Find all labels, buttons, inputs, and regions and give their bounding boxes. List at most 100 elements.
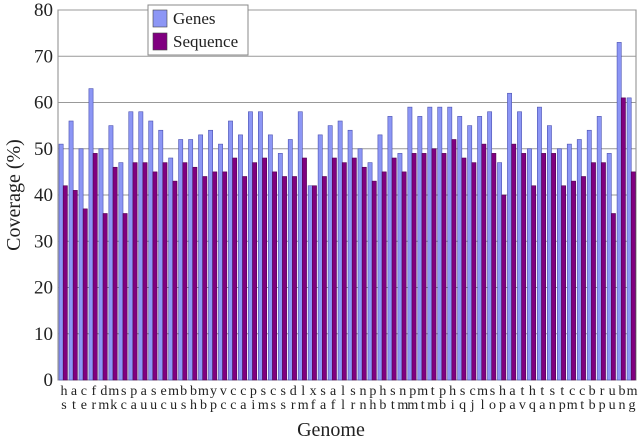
bar [630,171,636,381]
bar [547,125,552,381]
y-tick-label: 10 [34,324,53,345]
bar [391,157,397,381]
bar [451,139,457,381]
bar [531,185,537,381]
x-axis-title: Genome [297,419,365,439]
y-tick-label: 50 [34,139,53,160]
bar [327,125,333,381]
bar [248,111,253,381]
bar [616,42,622,381]
bar [507,92,512,381]
bar [371,180,377,381]
bar [611,213,616,381]
bar [586,129,592,381]
y-tick-label: 20 [34,278,53,299]
bar [252,162,258,381]
bar [361,166,367,381]
bar [72,190,78,381]
bar [437,106,443,381]
bar [218,143,223,381]
y-tick-label: 0 [44,370,54,391]
bar [421,153,427,381]
bar [341,162,347,381]
bar [292,176,297,381]
y-axis-title: Coverage (%) [3,139,25,251]
bar [158,129,164,381]
bar [497,162,502,381]
bar [331,157,337,381]
bar [198,134,204,381]
bar [112,166,118,381]
bar [407,106,413,381]
bar [467,125,473,381]
bar [337,120,343,381]
bar [118,162,124,381]
bar [242,176,248,381]
bar [441,153,447,381]
bar [62,185,68,381]
bar [188,139,194,381]
legend: Genes Sequence [147,4,249,56]
bar [88,88,94,381]
bar [58,143,64,381]
bar [258,111,263,381]
bar [367,162,373,381]
y-tick-label: 40 [34,185,53,206]
bar [417,116,423,381]
bar [102,213,108,381]
bar [282,176,287,381]
bar [357,148,363,381]
bar [317,134,323,381]
bar [162,162,168,381]
bar [401,171,407,381]
bar [501,194,507,381]
bar [222,171,228,381]
legend-swatch [152,32,168,51]
bar [172,180,178,381]
bar [78,148,84,381]
bar [576,139,582,381]
bar [148,120,154,381]
bar [457,116,463,381]
bar [238,134,243,381]
bar [347,129,353,381]
bar [377,134,383,381]
legend-swatch [152,9,168,28]
bar [297,111,303,381]
bar [397,153,403,381]
bar [272,171,277,381]
